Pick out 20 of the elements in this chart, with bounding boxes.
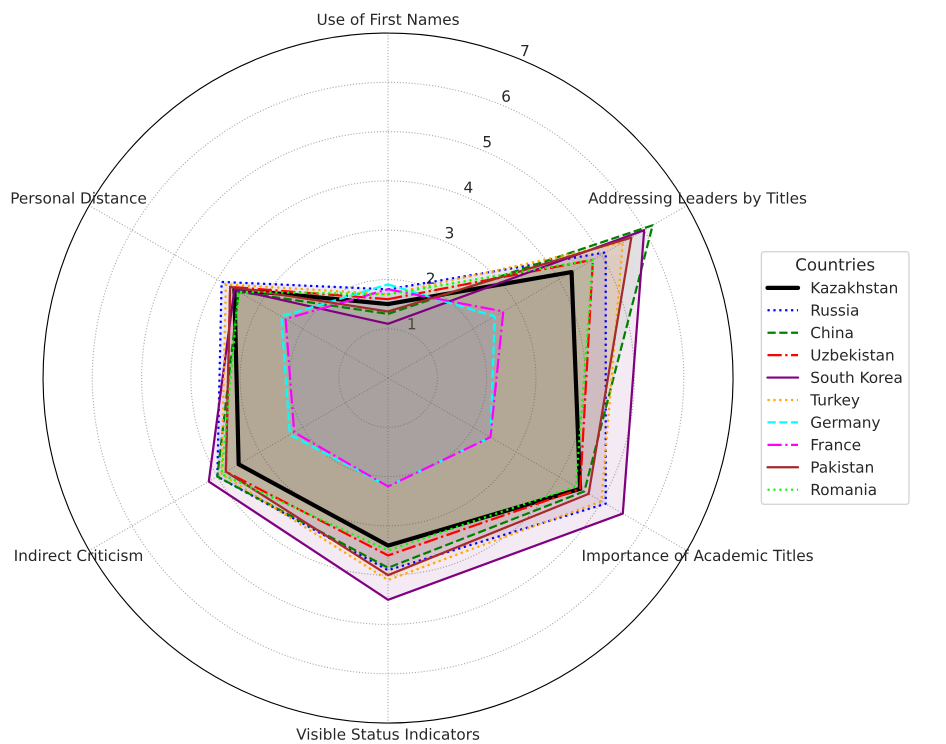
y-tick-label: 7 <box>521 44 528 56</box>
spoke-label: Use of First Names <box>318 13 459 26</box>
y-tick-label: 6 <box>502 90 510 102</box>
legend-label: Kazakhstan <box>812 282 897 294</box>
legend-label: Turkey <box>810 394 860 409</box>
legend-label: France <box>812 439 860 450</box>
legend-label: South Korea <box>811 371 902 384</box>
legend-label: Pakistan <box>812 461 873 473</box>
spoke-label: Visible Status Indicators <box>296 728 480 740</box>
y-tick-label: 2 <box>426 272 434 284</box>
y-tick-label: 5 <box>484 136 491 148</box>
legend-label: Uzbekistan <box>812 348 894 361</box>
legend-label: Germany <box>811 416 880 431</box>
legend-label: China <box>811 326 853 338</box>
y-tick-label: 1 <box>408 318 416 330</box>
legend-label: Romania <box>812 483 876 496</box>
legend-title: Countries <box>796 258 874 271</box>
legend-label: Russia <box>812 304 858 316</box>
y-tick-label: 4 <box>464 182 472 193</box>
y-tick-label: 3 <box>446 226 454 238</box>
